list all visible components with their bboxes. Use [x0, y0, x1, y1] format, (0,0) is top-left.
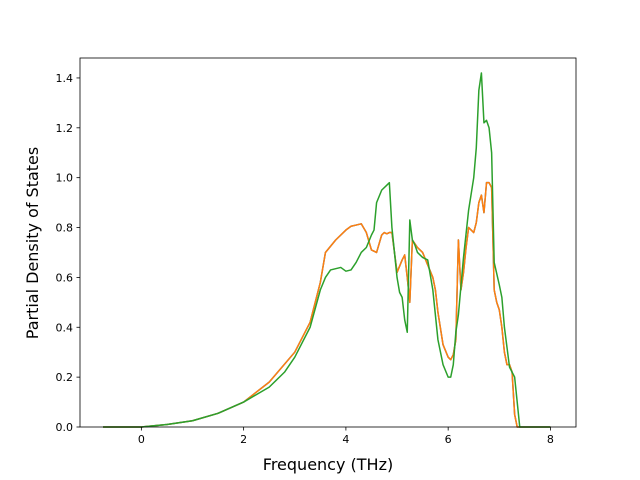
x-axis: 0 2 4 6 8 [138, 427, 554, 446]
series-line-2 [103, 181, 551, 428]
y-tick-label: 0.8 [56, 222, 74, 235]
axes-frame [79, 57, 577, 428]
plot-area: 0 2 4 6 8 0.0 0.2 0.4 0.6 0.8 1.0 1.2 1.4 [56, 57, 577, 446]
x-axis-label: Frequency (THz) [263, 455, 393, 474]
x-tick-label: 2 [240, 433, 247, 446]
y-tick-label: 1.2 [56, 122, 74, 135]
axes-background [80, 58, 576, 427]
y-tick-label: 1.4 [56, 72, 74, 85]
y-tick-label: 0.6 [56, 271, 74, 284]
y-tick-label: 0.0 [56, 421, 74, 434]
x-tick-label: 0 [138, 433, 145, 446]
x-tick-label: 6 [445, 433, 452, 446]
series-line-3 [103, 72, 551, 428]
x-tick-label: 8 [547, 433, 554, 446]
y-axis: 0.0 0.2 0.4 0.6 0.8 1.0 1.2 1.4 [56, 72, 80, 434]
y-tick-label: 1.0 [56, 172, 74, 185]
series-layer [103, 72, 551, 428]
y-axis-label: Partial Density of States [23, 147, 42, 339]
y-tick-label: 0.4 [56, 321, 74, 334]
y-tick-label: 0.2 [56, 371, 74, 384]
x-tick-label: 4 [342, 433, 349, 446]
